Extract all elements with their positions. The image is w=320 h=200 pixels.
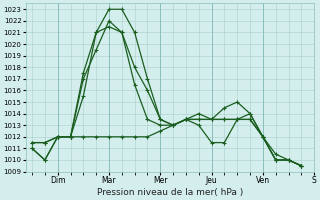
X-axis label: Pression niveau de la mer( hPa ): Pression niveau de la mer( hPa ) xyxy=(97,188,243,197)
